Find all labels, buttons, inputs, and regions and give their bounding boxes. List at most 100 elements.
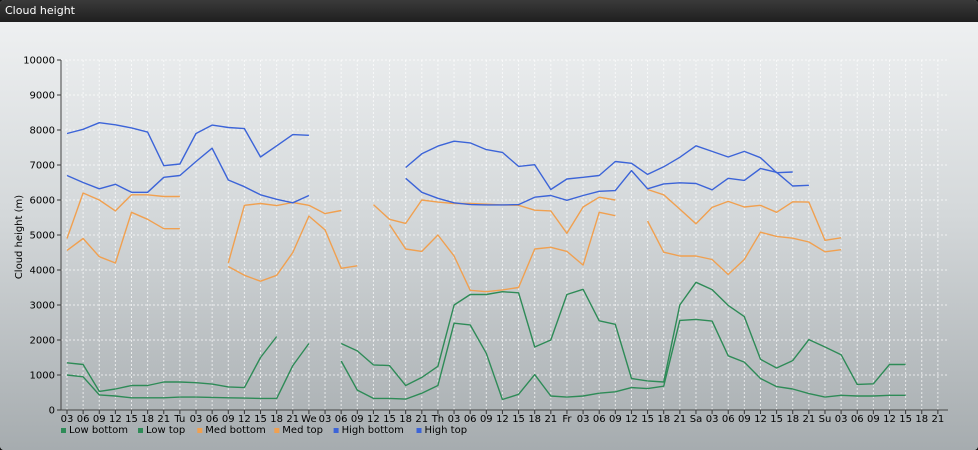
series-line-high-top	[66, 121, 309, 167]
x-tick-label: 15	[383, 414, 396, 425]
x-tick-label: 09	[609, 414, 622, 425]
x-tick-label: 09	[93, 414, 106, 425]
legend-item-low-bottom: Low bottom	[61, 425, 128, 436]
y-tick-label: 10000	[23, 56, 55, 67]
cloud-height-chart: 0 1000 2000 3000 4000 5000 6000 7000 8000 9000 100…	[14, 56, 948, 436]
x-tick-label: 21	[802, 414, 815, 425]
x-tick-label: Sa	[690, 414, 702, 425]
series-line-low-top	[66, 336, 278, 393]
series-line-med-bottom	[388, 211, 616, 293]
x-tick-label: Su	[819, 414, 832, 425]
title-bar: Cloud height	[0, 0, 978, 22]
y-tick-label: 1000	[30, 371, 55, 382]
series-line-med-top	[227, 201, 342, 264]
series-line-med-bottom	[646, 220, 842, 276]
series-line-high-bottom	[405, 167, 809, 206]
axes	[57, 59, 948, 414]
series-lines	[66, 121, 906, 401]
x-tick-label: Fr	[562, 414, 572, 425]
series-line-low-bottom	[340, 318, 906, 401]
x-tick-label: 15	[641, 414, 654, 425]
x-tick-label: 21	[544, 414, 557, 425]
y-tick-label: 0	[49, 406, 55, 417]
y-tick-label: 8000	[30, 126, 55, 137]
x-tick-label: 06	[464, 414, 477, 425]
legend: Low bottom Low top Med bottom Med top High b…	[61, 425, 467, 436]
series-line-low-bottom	[66, 343, 310, 400]
x-tick-label: 15	[899, 414, 912, 425]
legend-swatch	[61, 428, 66, 433]
grid	[61, 59, 948, 410]
x-tick-label: 18	[915, 414, 928, 425]
x-tick-label: 15	[125, 414, 138, 425]
series-low-top	[66, 281, 906, 393]
series-low-bottom	[66, 318, 906, 401]
legend-label: Low bottom	[69, 425, 128, 436]
y-tick-label: 2000	[30, 336, 55, 347]
x-tick-label: 12	[238, 414, 251, 425]
chart-panel: 0 1000 2000 3000 4000 5000 6000 7000 8000 9000 100…	[0, 22, 978, 450]
legend-label: Low top	[146, 425, 185, 436]
x-tick-label: 18	[270, 414, 283, 425]
series-line-med-bottom	[66, 211, 180, 264]
x-tick-label: 03	[706, 414, 719, 425]
x-tick-label: 06	[335, 414, 348, 425]
y-tick-label: 7000	[30, 161, 55, 172]
x-tick-label: 12	[109, 414, 122, 425]
x-tick-label: 03	[577, 414, 590, 425]
x-tick-label: 12	[625, 414, 638, 425]
x-tick-label: 18	[528, 414, 541, 425]
legend-swatch	[138, 428, 143, 433]
x-tick-label: 06	[722, 414, 735, 425]
x-tick-label: 06	[593, 414, 606, 425]
legend-label: High bottom	[342, 425, 404, 436]
x-tick-label: Th	[431, 414, 444, 425]
legend-swatch	[197, 428, 203, 433]
x-tick-label: 03	[448, 414, 461, 425]
series-med-bottom	[66, 211, 842, 293]
legend-swatch	[333, 428, 339, 433]
legend-swatch	[274, 428, 280, 433]
x-tick-label: We	[301, 414, 316, 425]
y-tick-label: 4000	[30, 266, 55, 277]
x-tick-label: 21	[932, 414, 945, 425]
legend-item-high-bottom: High bottom	[333, 425, 404, 436]
x-tick-label: 06	[77, 414, 90, 425]
y-axis-label: Cloud height (m)	[14, 195, 25, 279]
x-tick-label: 18	[786, 414, 799, 425]
window-title: Cloud height	[5, 4, 75, 17]
legend-label: High top	[425, 425, 468, 436]
x-tick-label: 15	[770, 414, 783, 425]
legend-label: Med top	[282, 425, 323, 436]
x-tick-label: 15	[512, 414, 525, 425]
series-line-med-bottom	[227, 215, 358, 282]
series-high-bottom	[66, 147, 809, 206]
legend-item-high-top: High top	[416, 425, 468, 436]
y-tick-label: 5000	[30, 231, 55, 242]
x-tick-labels: 03 06 09 12 15 18 21 Tu 03 06 09 12 15 18 21 We 03 06 09 12…	[61, 414, 945, 425]
x-tick-label: 06	[851, 414, 864, 425]
x-tick-label: 09	[222, 414, 235, 425]
x-tick-label: 18	[141, 414, 154, 425]
series-high-top	[66, 121, 793, 191]
x-tick-label: 21	[157, 414, 170, 425]
x-tick-label: Tu	[173, 414, 185, 425]
x-tick-label: 21	[673, 414, 686, 425]
x-tick-label: 12	[883, 414, 896, 425]
series-line-high-bottom	[66, 147, 310, 204]
y-tick-label: 9000	[30, 91, 55, 102]
series-line-med-top	[372, 196, 616, 235]
series-line-low-top	[340, 281, 906, 387]
x-tick-label: 09	[351, 414, 364, 425]
legend-swatch	[416, 428, 422, 433]
series-line-med-top	[647, 188, 842, 242]
x-tick-label: 12	[367, 414, 380, 425]
legend-item-low-top: Low top	[138, 425, 185, 436]
x-tick-label: 06	[206, 414, 219, 425]
y-tick-label: 6000	[30, 196, 55, 207]
x-tick-label: 18	[657, 414, 670, 425]
legend-label: Med bottom	[205, 425, 265, 436]
x-tick-label: 12	[496, 414, 509, 425]
series-line-med-top	[66, 192, 180, 239]
